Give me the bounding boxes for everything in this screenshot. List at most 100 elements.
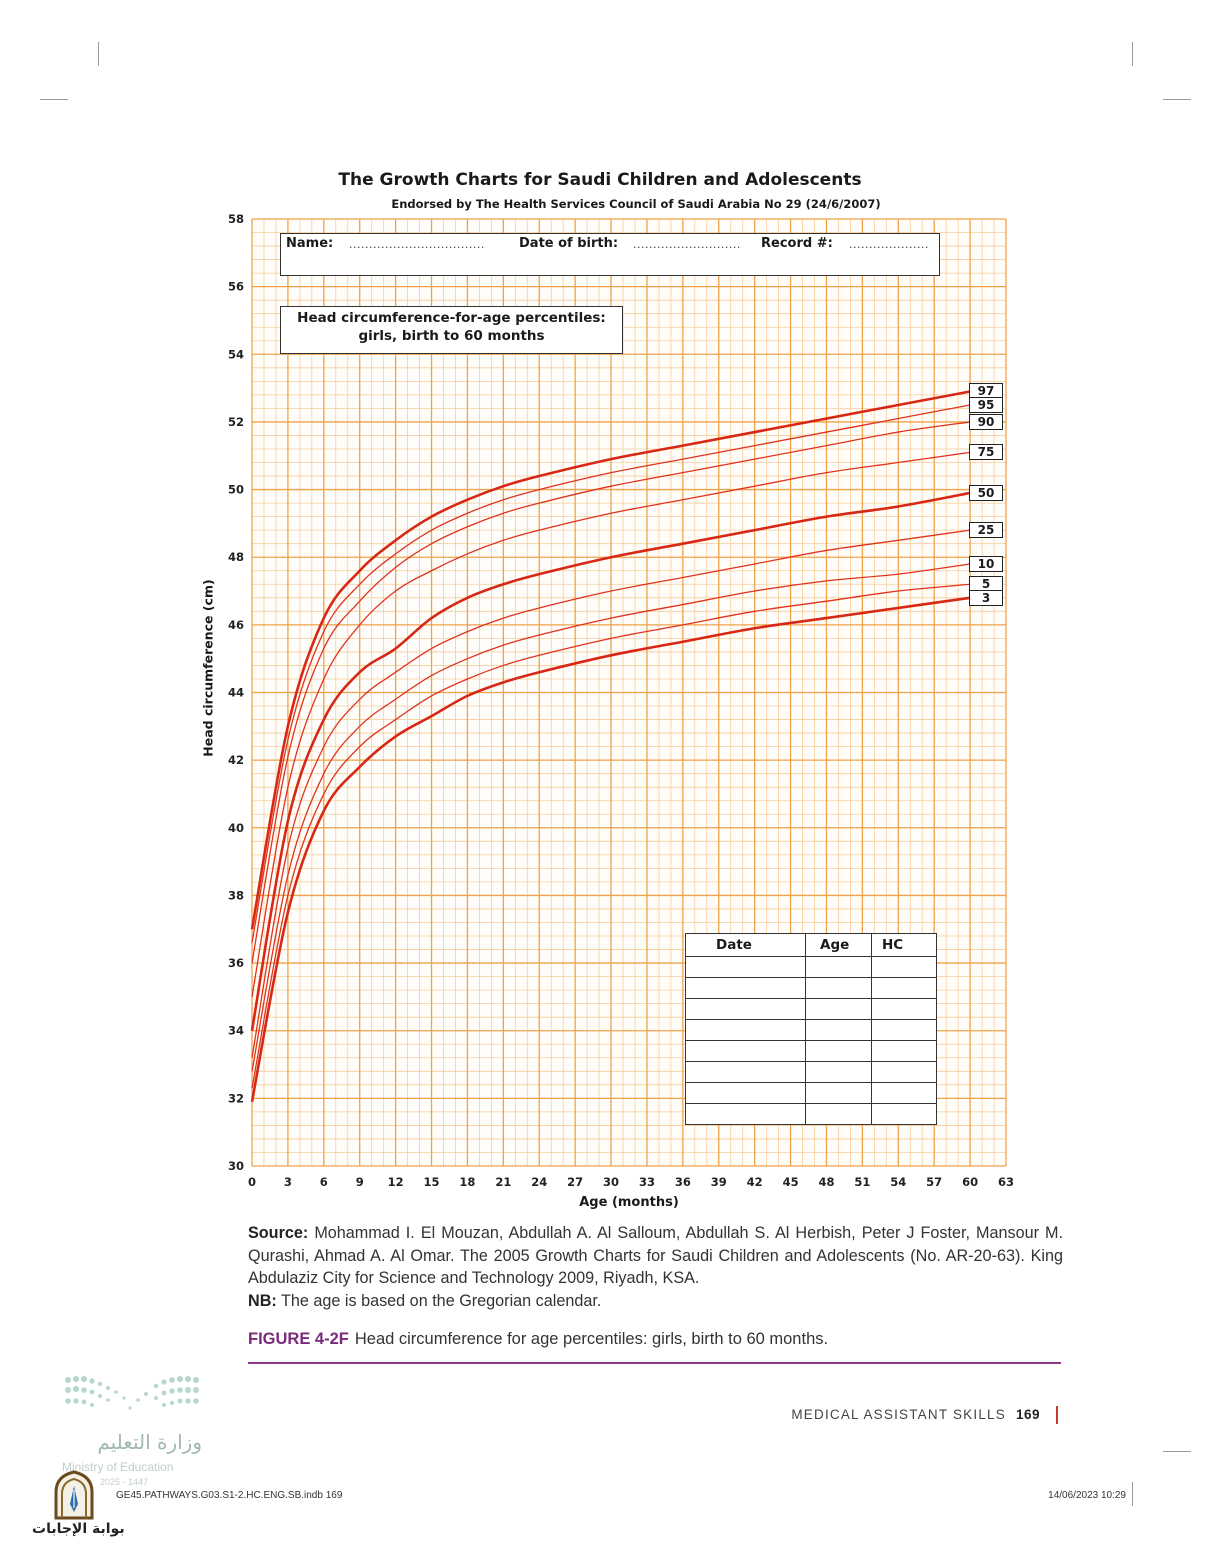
- date-cell[interactable]: [685, 956, 806, 978]
- hc-cell[interactable]: [871, 1019, 937, 1041]
- chart-grid: [251, 218, 1007, 1167]
- measurement-record-table: Date Age HC: [685, 933, 937, 1125]
- print-timestamp: 14/06/2023 10:29: [1048, 1490, 1126, 1501]
- chart-label-line-2: girls, birth to 60 months: [358, 328, 545, 344]
- ministry-year: 2025 - 1447: [100, 1477, 149, 1487]
- x-tick-label: 33: [639, 1175, 655, 1189]
- age-cell[interactable]: [805, 998, 872, 1020]
- age-cell[interactable]: [805, 1103, 872, 1125]
- y-tick-label: 56: [228, 280, 244, 294]
- hc-cell[interactable]: [871, 1103, 937, 1125]
- hc-cell[interactable]: [871, 998, 937, 1020]
- chart-label-box: Head circumference-for-age percentiles: …: [280, 306, 623, 354]
- percentile-label-75: 75: [969, 444, 1003, 461]
- date-cell[interactable]: [685, 977, 806, 999]
- y-tick-label: 50: [228, 483, 244, 497]
- x-tick-label: 30: [603, 1175, 619, 1189]
- percentile-curve-10: [251, 563, 971, 1072]
- y-tick-label: 48: [228, 550, 244, 564]
- hc-cell[interactable]: [871, 1082, 937, 1104]
- name-label: Name:: [286, 236, 334, 251]
- source-label: Source:: [248, 1224, 309, 1242]
- crop-mark: [1163, 1451, 1191, 1452]
- age-cell[interactable]: [805, 956, 872, 978]
- age-column-header: Age: [805, 933, 872, 957]
- nb-label: NB:: [248, 1291, 277, 1310]
- x-tick-label: 51: [854, 1175, 870, 1189]
- x-tick-label: 9: [356, 1175, 364, 1189]
- y-tick-label: 52: [228, 415, 244, 429]
- date-cell[interactable]: [685, 998, 806, 1020]
- table-row: [685, 1103, 937, 1125]
- figure-caption: FIGURE 4-2F Head circumference for age pe…: [248, 1330, 828, 1349]
- source-note: Source: Mohammad I. El Mouzan, Abdullah …: [248, 1222, 1063, 1312]
- x-tick-label: 0: [248, 1175, 256, 1189]
- record-field[interactable]: ....................: [849, 238, 929, 251]
- y-tick-label: 46: [228, 618, 244, 632]
- x-tick-label: 18: [459, 1175, 475, 1189]
- date-cell[interactable]: [685, 1019, 806, 1041]
- hc-cell[interactable]: [871, 956, 937, 978]
- crop-mark: [1163, 99, 1191, 100]
- percentile-curve-95: [251, 404, 971, 943]
- age-cell[interactable]: [805, 1061, 872, 1083]
- x-tick-label: 42: [747, 1175, 763, 1189]
- source-text: Mohammad I. El Mouzan, Abdullah A. Al Sa…: [248, 1224, 1064, 1287]
- table-header-row: Date Age HC: [685, 933, 937, 957]
- percentile-label-3: 3: [969, 589, 1003, 606]
- percentile-label-25: 25: [969, 522, 1003, 539]
- table-row: [685, 998, 937, 1020]
- date-column-header: Date: [685, 933, 806, 957]
- age-cell[interactable]: [805, 1019, 872, 1041]
- x-tick-label: 36: [675, 1175, 691, 1189]
- y-tick-label: 40: [228, 821, 244, 835]
- x-axis-label: Age (months): [579, 1195, 679, 1210]
- date-cell[interactable]: [685, 1082, 806, 1104]
- x-tick-label: 21: [495, 1175, 511, 1189]
- crop-mark: [98, 42, 99, 66]
- answers-portal-logo-icon: [54, 1470, 94, 1520]
- y-tick-label: 34: [228, 1024, 244, 1038]
- date-of-birth-field[interactable]: ...........................: [633, 238, 741, 251]
- percentile-label-10: 10: [969, 555, 1003, 572]
- date-cell[interactable]: [685, 1040, 806, 1062]
- hc-column-header: HC: [871, 933, 937, 957]
- chart-subtitle: Endorsed by The Health Services Council …: [391, 197, 881, 211]
- patient-info-box: Name: ..................................…: [280, 233, 940, 276]
- name-field[interactable]: ..................................: [349, 238, 485, 251]
- table-row: [685, 956, 937, 978]
- ministry-name-arabic: وزارة التعليم: [97, 1430, 202, 1454]
- ministry-name-english: Ministry of Education: [62, 1460, 174, 1474]
- percentile-label-95: 95: [969, 397, 1003, 414]
- percentile-label-50: 50: [969, 484, 1003, 501]
- page-number: 169: [1015, 1407, 1040, 1422]
- y-tick-label: 36: [228, 956, 244, 970]
- hc-cell[interactable]: [871, 1061, 937, 1083]
- table-row: [685, 1040, 937, 1062]
- x-tick-label: 12: [388, 1175, 404, 1189]
- x-tick-label: 27: [567, 1175, 583, 1189]
- hc-cell[interactable]: [871, 977, 937, 999]
- y-tick-label: 30: [228, 1159, 244, 1173]
- age-cell[interactable]: [805, 1040, 872, 1062]
- x-tick-label: 48: [818, 1175, 834, 1189]
- answers-portal-label: بوابة الإجابات: [32, 1521, 125, 1537]
- table-row: [685, 1082, 937, 1104]
- x-tick-label: 57: [926, 1175, 942, 1189]
- caption-divider: [248, 1362, 1061, 1364]
- age-cell[interactable]: [805, 1082, 872, 1104]
- record-label: Record #:: [761, 236, 833, 251]
- chart-title: The Growth Charts for Saudi Children and…: [338, 170, 862, 190]
- age-cell[interactable]: [805, 977, 872, 999]
- date-cell[interactable]: [685, 1061, 806, 1083]
- x-tick-label: 45: [783, 1175, 799, 1189]
- x-tick-label: 39: [711, 1175, 727, 1189]
- figure-number: FIGURE 4-2F: [248, 1330, 349, 1348]
- date-cell[interactable]: [685, 1103, 806, 1125]
- percentile-curve-50: [250, 491, 971, 1031]
- y-tick-label: 54: [228, 347, 244, 361]
- crop-mark: [1132, 1482, 1133, 1506]
- hc-cell[interactable]: [871, 1040, 937, 1062]
- axis-ticks: 0 3 6 9 12 15 18 21 24 27 30 33 36 39 42 45 48 51 54 57 60 63…: [228, 212, 1014, 1189]
- percentile-label-97: 97: [969, 383, 1003, 400]
